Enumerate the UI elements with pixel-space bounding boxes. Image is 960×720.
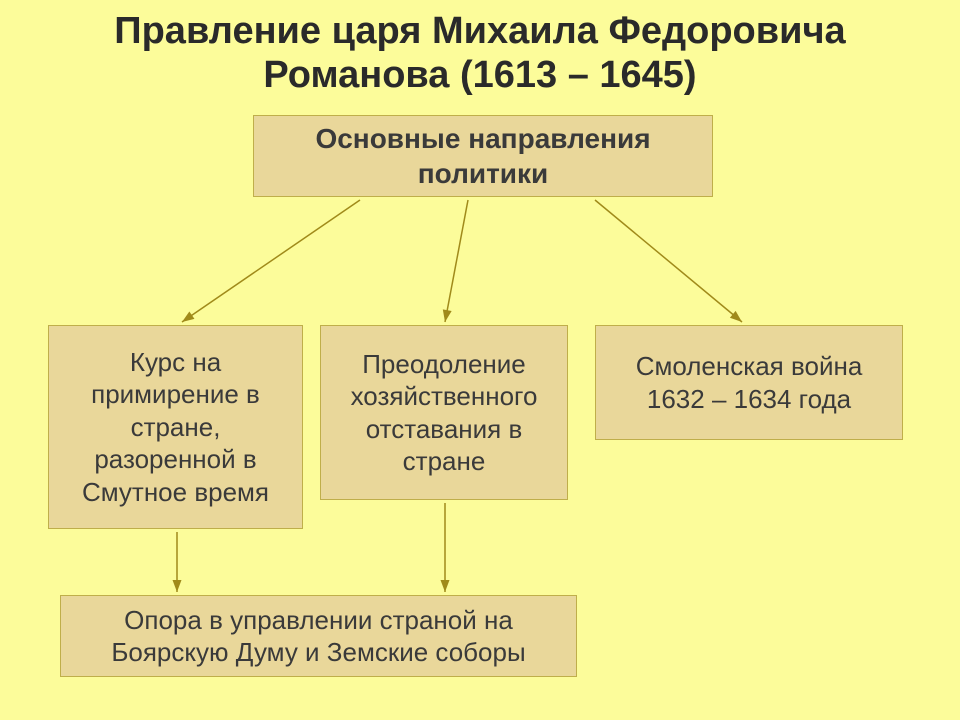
right-box: Смоленская война 1632 – 1634 года	[595, 325, 903, 440]
bottom-box: Опора в управлении страной на Боярскую Д…	[60, 595, 577, 677]
slide-title: Правление царя Михаила Федоровича Романо…	[0, 10, 960, 97]
title-line-2: Романова (1613 – 1645)	[0, 54, 960, 98]
mid-box: Преодоление хозяйственного отставания в …	[320, 325, 568, 500]
left-box: Курс на примирение в стране, разоренной …	[48, 325, 303, 529]
mid-box-text: Преодоление хозяйственного отставания в …	[331, 348, 557, 478]
title-line-1: Правление царя Михаила Федоровича	[0, 10, 960, 54]
root-box-text: Основные направления политики	[264, 121, 702, 191]
right-box-text: Смоленская война 1632 – 1634 года	[606, 350, 892, 415]
left-box-text: Курс на примирение в стране, разоренной …	[59, 346, 292, 509]
root-box: Основные направления политики	[253, 115, 713, 197]
bottom-box-text: Опора в управлении страной на Боярскую Д…	[71, 604, 566, 669]
